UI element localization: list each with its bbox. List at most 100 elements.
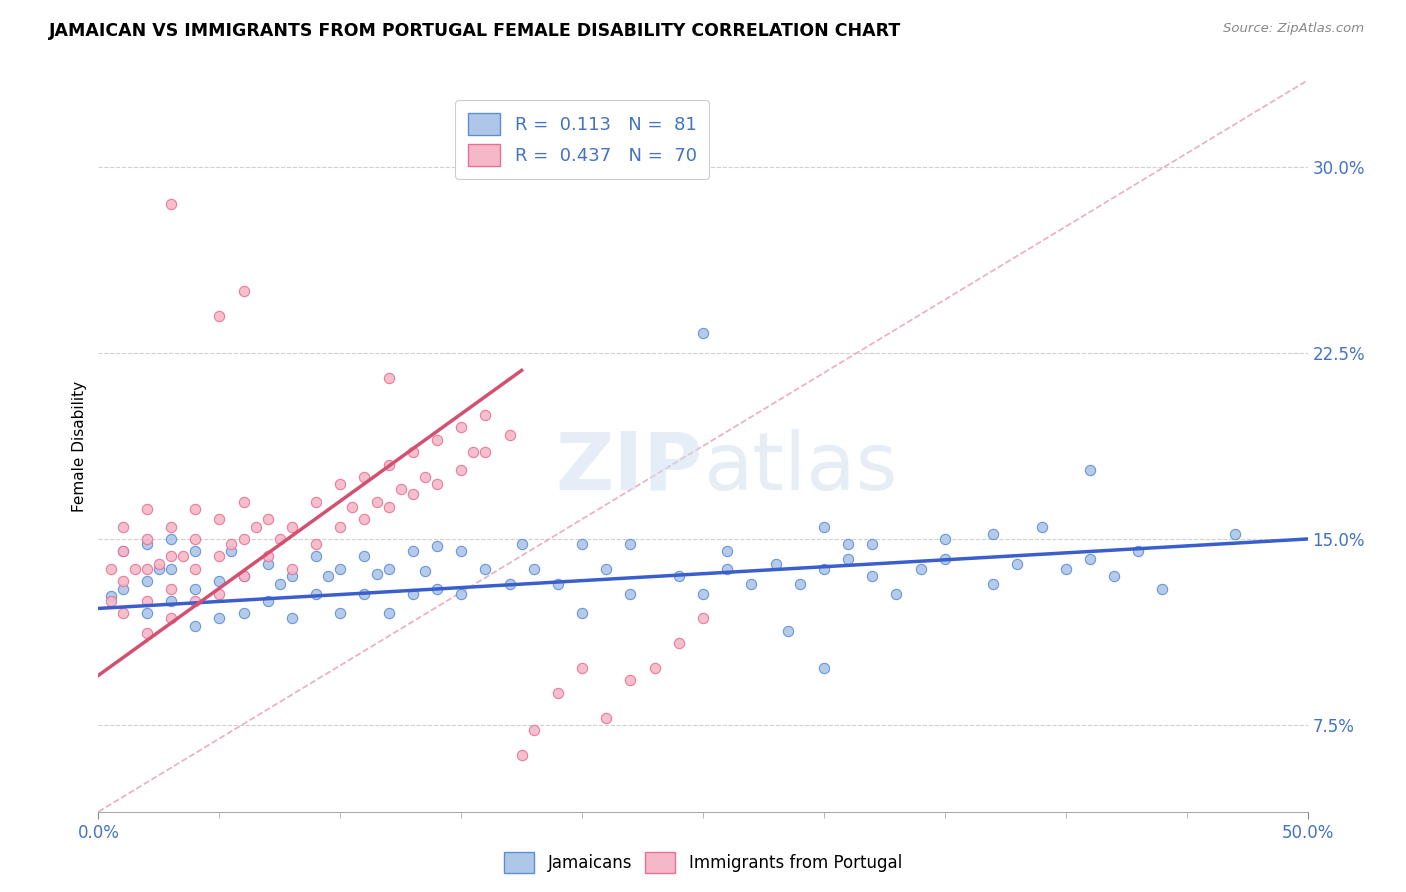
Point — [184, 562, 207, 576]
Point — [426, 477, 449, 491]
Point — [353, 512, 375, 526]
Point — [813, 519, 835, 533]
Point — [860, 537, 883, 551]
Point — [184, 544, 207, 558]
Point — [547, 686, 569, 700]
Point — [100, 562, 122, 576]
Point — [232, 284, 254, 298]
Point — [305, 586, 328, 600]
Point — [413, 564, 436, 578]
Point — [135, 607, 157, 621]
Point — [474, 445, 496, 459]
Point — [232, 532, 254, 546]
Point — [353, 549, 375, 564]
Point — [329, 519, 352, 533]
Point — [232, 569, 254, 583]
Point — [232, 495, 254, 509]
Point — [100, 589, 122, 603]
Point — [100, 594, 122, 608]
Text: JAMAICAN VS IMMIGRANTS FROM PORTUGAL FEMALE DISABILITY CORRELATION CHART: JAMAICAN VS IMMIGRANTS FROM PORTUGAL FEM… — [49, 22, 901, 40]
Point — [776, 624, 799, 638]
Point — [160, 594, 183, 608]
Point — [353, 586, 375, 600]
Point — [160, 532, 183, 546]
Point — [208, 512, 231, 526]
Point — [184, 502, 207, 516]
Point — [111, 544, 134, 558]
Point — [208, 574, 231, 588]
Point — [256, 512, 278, 526]
Point — [402, 586, 425, 600]
Point — [740, 576, 762, 591]
Point — [1102, 569, 1125, 583]
Point — [377, 371, 399, 385]
Point — [329, 477, 352, 491]
Point — [160, 562, 183, 576]
Point — [510, 747, 533, 762]
Point — [837, 551, 859, 566]
Point — [221, 544, 243, 558]
Point — [463, 445, 485, 459]
Point — [366, 566, 388, 581]
Point — [160, 582, 183, 596]
Point — [377, 500, 399, 514]
Point — [342, 500, 364, 514]
Point — [329, 607, 352, 621]
Point — [172, 549, 194, 564]
Point — [305, 495, 328, 509]
Point — [619, 537, 641, 551]
Point — [1078, 551, 1101, 566]
Point — [160, 197, 183, 211]
Point — [281, 569, 304, 583]
Point — [426, 433, 449, 447]
Point — [281, 611, 304, 625]
Point — [571, 607, 593, 621]
Point — [111, 544, 134, 558]
Point — [510, 537, 533, 551]
Point — [595, 710, 617, 724]
Point — [413, 470, 436, 484]
Point — [148, 557, 170, 571]
Point — [595, 562, 617, 576]
Point — [692, 611, 714, 625]
Point — [256, 549, 278, 564]
Point — [474, 562, 496, 576]
Point — [716, 562, 738, 576]
Point — [402, 445, 425, 459]
Point — [184, 582, 207, 596]
Point — [389, 483, 412, 497]
Point — [208, 549, 231, 564]
Point — [135, 574, 157, 588]
Point — [1152, 582, 1174, 596]
Point — [402, 487, 425, 501]
Point — [377, 607, 399, 621]
Point — [934, 532, 956, 546]
Point — [813, 562, 835, 576]
Point — [111, 574, 134, 588]
Point — [377, 562, 399, 576]
Point — [135, 562, 157, 576]
Point — [160, 549, 183, 564]
Point — [135, 532, 157, 546]
Point — [124, 562, 146, 576]
Point — [547, 576, 569, 591]
Point — [1128, 544, 1150, 558]
Point — [111, 582, 134, 596]
Point — [934, 551, 956, 566]
Point — [498, 427, 520, 442]
Point — [1223, 527, 1246, 541]
Point — [366, 495, 388, 509]
Point — [1031, 519, 1053, 533]
Point — [184, 594, 207, 608]
Point — [184, 619, 207, 633]
Point — [837, 537, 859, 551]
Point — [402, 544, 425, 558]
Point — [221, 537, 243, 551]
Text: Source: ZipAtlas.com: Source: ZipAtlas.com — [1223, 22, 1364, 36]
Point — [245, 519, 267, 533]
Point — [316, 569, 339, 583]
Point — [860, 569, 883, 583]
Point — [571, 537, 593, 551]
Point — [148, 562, 170, 576]
Legend: R =  0.113   N =  81, R =  0.437   N =  70: R = 0.113 N = 81, R = 0.437 N = 70 — [456, 100, 709, 178]
